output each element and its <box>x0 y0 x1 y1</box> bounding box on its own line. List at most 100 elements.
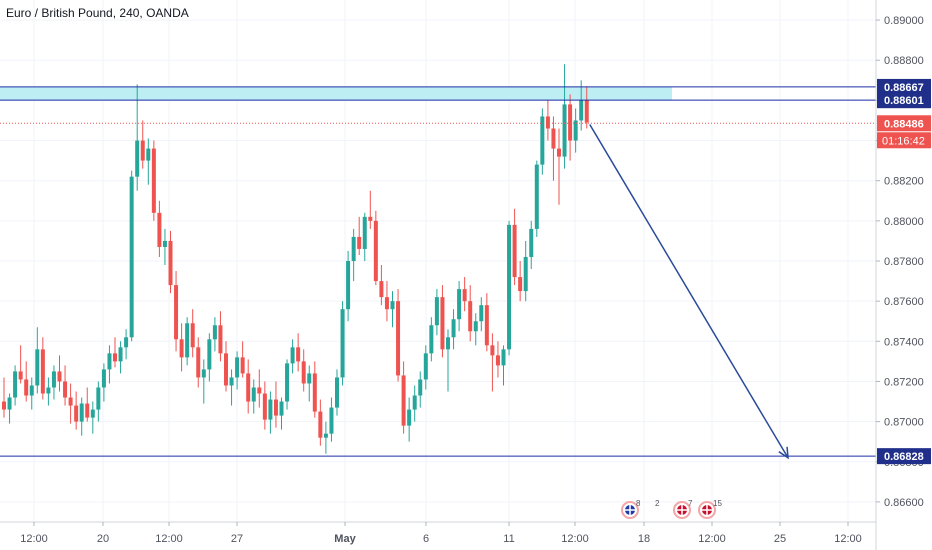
projection-arrowhead[interactable] <box>778 446 789 460</box>
candle-body <box>90 409 95 418</box>
countdown-tag[interactable]: 01:16:42 <box>882 135 925 147</box>
candle-body <box>257 387 262 394</box>
candles <box>2 64 589 454</box>
candle-body <box>557 148 561 157</box>
event-count: 8 <box>636 499 641 508</box>
candle-body <box>157 212 162 247</box>
current-price-tag[interactable]: 0.88486 <box>884 118 924 130</box>
x-tick-label: 12:00 <box>698 533 726 545</box>
level-price-tag-bg[interactable] <box>877 78 931 95</box>
candle-body <box>40 349 45 394</box>
candle-body <box>357 236 362 249</box>
horizontal-levels[interactable] <box>0 86 876 457</box>
candle-body <box>479 305 484 322</box>
countdown-tag-bg[interactable] <box>877 132 931 149</box>
candle-body <box>207 339 212 370</box>
candle-body <box>2 401 6 410</box>
candle-body <box>140 140 145 161</box>
level-price-tag[interactable]: 0.88601 <box>884 95 924 107</box>
candle-body <box>162 240 167 247</box>
candle-body <box>7 397 12 410</box>
candle-body <box>507 224 512 350</box>
event-badge[interactable]: 15 <box>698 499 722 519</box>
candle-body <box>224 353 228 386</box>
candle-body <box>429 325 434 354</box>
price-axis[interactable]: 0.866000.868000.870000.872000.874000.876… <box>875 0 932 550</box>
y-tick-label: 0.86600 <box>884 497 924 509</box>
event-badge[interactable]: 8 <box>621 499 641 519</box>
candle-body <box>29 385 34 396</box>
candle-body <box>13 371 18 398</box>
candle-body <box>262 393 267 420</box>
candle-body <box>351 236 356 261</box>
candle-body <box>473 321 478 332</box>
candle-body <box>63 381 68 398</box>
level-price-tag[interactable]: 0.86828 <box>884 451 924 463</box>
candle-body <box>412 395 417 410</box>
candle-body <box>551 128 556 149</box>
candle-body <box>301 361 306 384</box>
chart-title: Euro / British Pound, 240, OANDA <box>6 6 189 20</box>
current-price-tag-bg[interactable] <box>877 115 931 132</box>
candle-body <box>562 104 567 157</box>
x-tick-label: May <box>334 533 356 545</box>
resistance-zone <box>0 86 672 101</box>
x-tick-label: 12:00 <box>834 533 862 545</box>
x-tick-label: 20 <box>97 533 109 545</box>
candle-body <box>290 347 295 364</box>
x-tick-label: 27 <box>231 533 243 545</box>
candle-body <box>529 228 534 257</box>
candle-body <box>384 297 389 310</box>
candle-body <box>307 373 312 384</box>
candle-body <box>340 309 345 378</box>
x-tick-label: 11 <box>503 533 514 545</box>
candle-body <box>518 277 523 292</box>
event-badge[interactable]: 2 <box>655 499 660 508</box>
candle-body <box>390 301 395 310</box>
event-count: 2 <box>655 499 660 508</box>
candle-body <box>446 337 450 350</box>
candle-body <box>540 116 545 165</box>
candle-body <box>24 379 29 396</box>
candle-body <box>462 289 467 302</box>
projection-arrow[interactable] <box>589 124 789 460</box>
y-tick-label: 0.87600 <box>884 296 924 308</box>
candle-body <box>501 349 506 366</box>
candle-body <box>379 281 384 298</box>
event-badge[interactable]: 7 <box>673 499 693 519</box>
event-count: 15 <box>713 499 722 508</box>
economic-events[interactable]: 8 2 7 15 <box>621 499 722 519</box>
candle-body <box>129 176 134 338</box>
level-price-tag-bg[interactable] <box>877 92 931 109</box>
candle-body <box>273 399 278 416</box>
candle-body <box>190 323 195 348</box>
candle-body <box>179 339 184 358</box>
candle-body <box>46 387 51 394</box>
candle-body <box>113 353 117 362</box>
candle-body <box>235 357 240 378</box>
candle-body <box>335 377 339 408</box>
candle-body <box>218 325 223 354</box>
candle-body <box>495 355 500 366</box>
candle-body <box>296 347 301 362</box>
candle-body <box>434 297 439 326</box>
candle-body <box>168 240 173 286</box>
candle-body <box>407 409 412 426</box>
candle-body <box>468 301 473 332</box>
candle-body <box>85 403 90 418</box>
candle-body <box>418 379 423 396</box>
y-tick-label: 0.87200 <box>884 376 924 388</box>
candle-body <box>124 337 129 348</box>
level-price-tag-bg[interactable] <box>877 448 931 465</box>
candle-body <box>118 347 123 362</box>
y-tick-label: 0.88800 <box>884 55 924 67</box>
zone-rect <box>0 86 672 101</box>
x-tick-label: 18 <box>638 533 650 545</box>
candle-body <box>423 353 428 380</box>
candle-body <box>68 397 73 406</box>
candle-body <box>246 373 251 402</box>
level-price-tag[interactable]: 0.88667 <box>884 82 924 94</box>
time-axis[interactable]: 12:00 20 12:00 27 May 6 11 12:00 18 12:00 25 12:00 <box>0 521 876 545</box>
projection-line[interactable] <box>589 124 789 459</box>
